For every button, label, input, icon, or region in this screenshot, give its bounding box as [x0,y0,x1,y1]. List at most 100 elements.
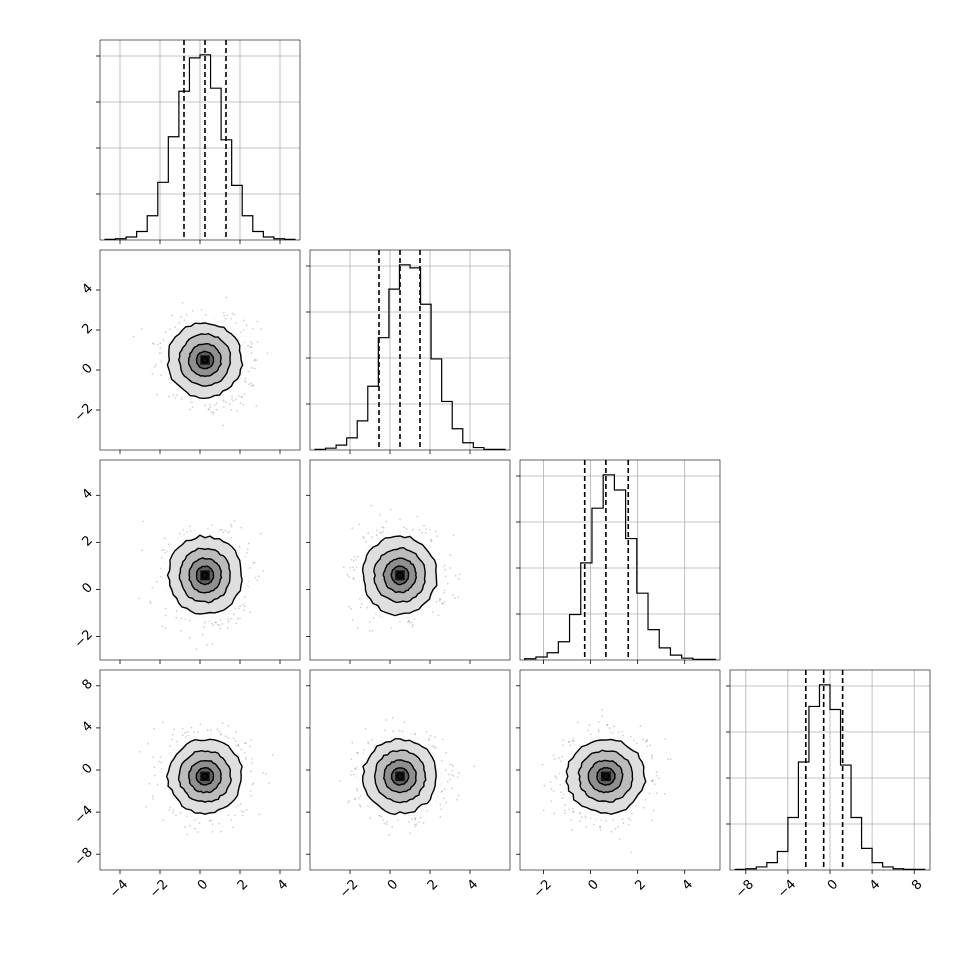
scatter-point [249,745,251,748]
scatter-point [432,611,434,613]
scatter-point [230,819,233,822]
scatter-point [173,728,175,731]
scatter-point [366,606,368,609]
contour-line [201,356,209,364]
scatter-point [260,328,263,330]
histogram-step [104,54,296,240]
scatter-point [195,648,198,650]
scatter-point [235,322,237,324]
scatter-point [376,529,378,532]
scatter-point [172,811,174,814]
scatter-point [186,730,189,733]
scatter-point [211,830,214,833]
scatter-point [211,524,213,526]
scatter-point [242,319,245,322]
pair-frame [309,459,511,661]
scatter-point [443,600,446,603]
scatter-point [247,542,250,545]
contour-line [178,547,231,604]
scatter-point [425,528,428,531]
scatter-point [184,826,187,828]
scatter-point [242,403,245,406]
contour-line [396,571,404,580]
scatter-point [207,527,209,530]
scatter-point [153,343,155,345]
pair-frame [99,249,301,451]
scatter-point [164,627,167,630]
scatter-point [224,529,227,532]
scatter-point [151,373,154,375]
scatter-point [153,366,156,368]
scatter-point [194,818,196,821]
scatter-point [255,359,258,361]
scatter-point [168,543,171,546]
scatter-point [230,524,232,526]
scatter-point [442,602,445,605]
scatter-point [399,518,401,521]
scatter-point [181,301,184,304]
scatter-point [222,531,225,534]
scatter-point [253,561,256,564]
scatter-point [140,328,143,330]
scatter-point [164,614,167,617]
scatter-point [193,731,196,733]
scatter-point [265,773,268,775]
scatter-point [237,607,240,610]
scatter-point [181,734,184,737]
scatter-point [242,329,245,331]
scatter-point [164,607,167,610]
contour-line [166,534,243,615]
scatter-point [423,524,425,527]
scatter-point [406,621,409,623]
scatter-point [231,395,233,398]
scatter-point [248,611,251,614]
scatter-point [379,531,381,534]
scatter-point [251,366,253,369]
scatter-point [159,567,162,570]
scatter-point [233,520,236,522]
scatter-point [430,539,433,542]
scatter-point [452,534,455,537]
scatter-point [240,396,243,399]
scatter-point [162,819,165,822]
scatter-point [171,314,173,317]
scatter-point [204,314,207,317]
scatter-point [175,610,178,613]
scatter-point [342,566,345,569]
scatter-point [250,382,253,385]
scatter-point [240,748,243,751]
scatter-point [243,379,246,382]
scatter-point [186,531,188,533]
density-peak [200,570,210,581]
scatter-point [184,731,186,734]
scatter-point [355,559,357,561]
scatter-point [240,810,243,813]
scatter-point [441,602,443,605]
scatter-point [188,408,191,411]
scatter-point [443,589,446,591]
contour-line [390,565,410,586]
scatter-point [434,530,437,533]
scatter-point [376,534,378,537]
contour-line [361,535,438,617]
scatter-point [138,597,141,600]
hist-panel-1 [306,250,510,454]
scatter-point [247,585,249,588]
scatter-point [250,340,252,343]
scatter-point [256,341,259,343]
scatter-point [411,625,414,628]
scatter-point [148,782,151,785]
scatter-point [234,740,237,743]
scatter-point [249,345,252,348]
scatter-point [192,310,194,312]
scatter-point [179,629,182,632]
pair-panel-1-0 [96,289,281,454]
scatter-point [411,621,413,624]
scatter-point [227,618,230,620]
pair-content [138,721,274,836]
scatter-point [156,393,158,396]
scatter-point [368,620,371,623]
scatter-point [232,399,235,402]
scatter-point [226,314,229,317]
